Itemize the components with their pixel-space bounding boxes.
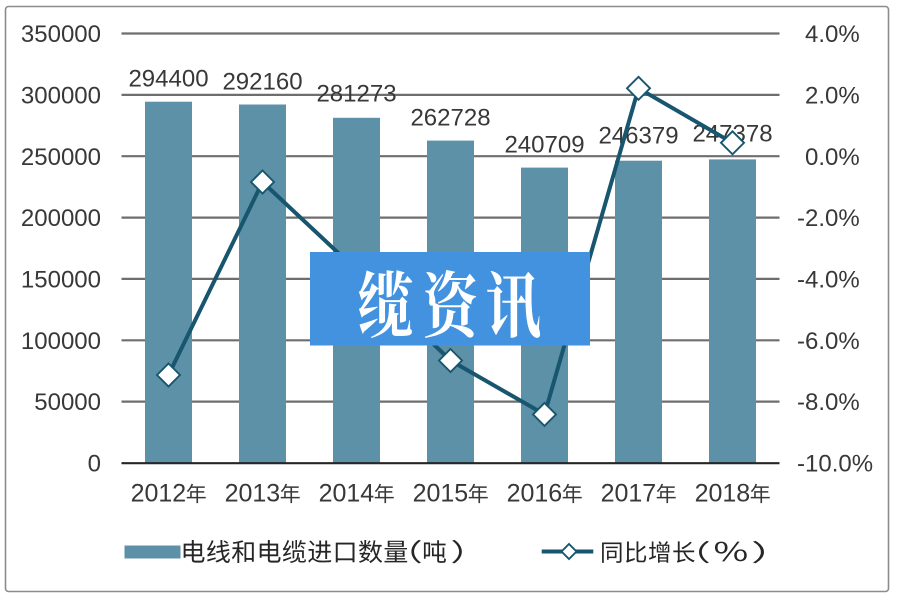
svg-text:281273: 281273 (316, 80, 396, 107)
svg-text:150000: 150000 (21, 267, 101, 294)
svg-text:-4.0%: -4.0% (797, 267, 860, 294)
svg-text:0: 0 (88, 451, 101, 478)
svg-text:262728: 262728 (410, 104, 490, 131)
svg-text:2018: 2018 (695, 480, 751, 508)
svg-text:-6.0%: -6.0% (797, 328, 860, 355)
svg-text:-8.0%: -8.0% (797, 389, 860, 416)
svg-text:2.0%: 2.0% (805, 83, 860, 110)
svg-text:294400: 294400 (128, 65, 208, 92)
svg-text:250000: 250000 (21, 144, 101, 171)
svg-text:350000: 350000 (21, 21, 101, 48)
svg-text:-10.0%: -10.0% (797, 451, 873, 478)
svg-text:0.0%: 0.0% (805, 144, 860, 171)
svg-text:100000: 100000 (21, 328, 101, 355)
svg-text:246379: 246379 (598, 122, 678, 149)
svg-text:2016: 2016 (507, 480, 563, 508)
svg-text:300000: 300000 (21, 83, 101, 110)
svg-text:2017: 2017 (601, 480, 657, 508)
svg-text:200000: 200000 (21, 205, 101, 232)
svg-text:2012: 2012 (131, 480, 187, 508)
svg-text:292160: 292160 (222, 68, 302, 95)
svg-text:240709: 240709 (504, 131, 584, 158)
svg-text:2015: 2015 (413, 480, 469, 508)
svg-text:50000: 50000 (34, 389, 101, 416)
svg-text:-2.0%: -2.0% (797, 205, 860, 232)
svg-text:2013: 2013 (225, 480, 281, 508)
svg-text:4.0%: 4.0% (805, 21, 860, 48)
svg-text:2014: 2014 (319, 480, 375, 508)
